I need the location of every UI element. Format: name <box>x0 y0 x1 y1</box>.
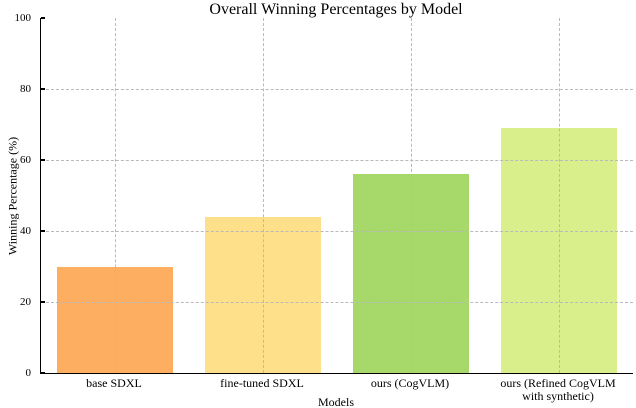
y-tick-label: 0 <box>25 367 32 379</box>
bar-4 <box>501 128 617 373</box>
bar-slot <box>485 18 633 373</box>
x-tick-label: ours (Refined CogVLM with synthetic) <box>500 376 616 403</box>
bar-slot <box>41 18 189 373</box>
y-tick-label: 60 <box>20 154 31 166</box>
y-tick-label: 100 <box>14 12 32 24</box>
chart-title: Overall Winning Percentages by Model <box>209 1 463 18</box>
x-tick-label: ours (CogVLM) <box>370 376 450 390</box>
y-tick-label: 80 <box>20 83 31 95</box>
bar-1 <box>57 266 173 373</box>
y-tick-label: 20 <box>20 296 31 308</box>
x-tick-label: fine-tuned SDXL <box>220 376 304 390</box>
plot-area <box>40 17 633 374</box>
y-tick-label: 40 <box>20 225 31 237</box>
x-axis-tick-labels: base SDXL fine-tuned SDXL ours (CogVLM) our… <box>40 377 632 402</box>
x-tick-label: base SDXL <box>86 376 142 390</box>
y-axis-tick-labels: 0 20 40 60 80 100 <box>0 12 36 379</box>
bar-slot <box>189 18 337 373</box>
bars-container <box>41 18 633 373</box>
bar-2 <box>205 216 321 373</box>
x-axis-label: Models <box>318 395 354 408</box>
bar-slot <box>337 18 485 373</box>
bar-3 <box>353 174 469 373</box>
